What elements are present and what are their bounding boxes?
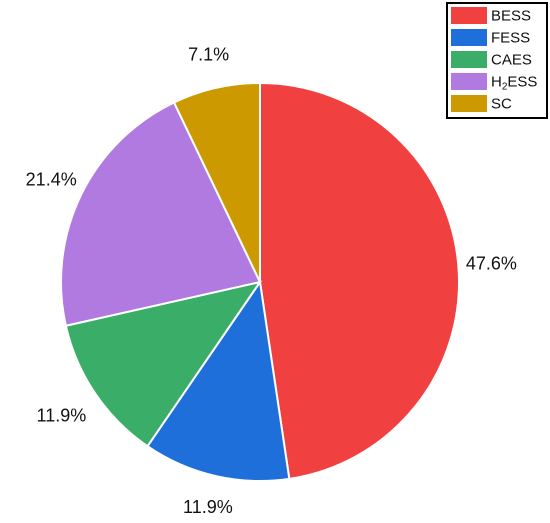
legend-label-fess: FESS (491, 29, 530, 46)
legend-label-sc: SC (491, 95, 512, 112)
pie-label-caes: 11.9% (37, 405, 87, 425)
pie-slice-fess (146, 279, 291, 482)
legend: BESS FESS CAES H2ESS SC (446, 2, 548, 119)
pie-slice-h2ess (60, 101, 262, 327)
pie-slice-bess (259, 81, 460, 480)
legend-items: BESS FESS CAES H2ESS SC (451, 7, 537, 112)
legend-swatch-fess (451, 29, 487, 46)
legend-swatch-sc (451, 95, 487, 112)
legend-label-h2ess: H2ESS (491, 73, 537, 92)
legend-label-bess: BESS (491, 7, 531, 24)
pie-slices (60, 81, 460, 482)
pie-label-h2ess: 21.4% (26, 170, 77, 190)
pie-slice-caes (64, 280, 263, 448)
legend-swatch-caes (451, 51, 487, 68)
pie-label-fess: 11.9% (183, 497, 233, 517)
pie-slice-sc (172, 81, 261, 283)
legend-swatch-h2ess (451, 73, 487, 90)
legend-swatch-bess (451, 7, 487, 24)
pie-label-sc: 7.1% (188, 45, 229, 65)
pie-percentage-labels: 47.6% 11.9% 11.9% 21.4% 7.1% (26, 45, 517, 517)
pie-label-bess: 47.6% (466, 254, 517, 274)
legend-label-caes: CAES (491, 51, 532, 68)
